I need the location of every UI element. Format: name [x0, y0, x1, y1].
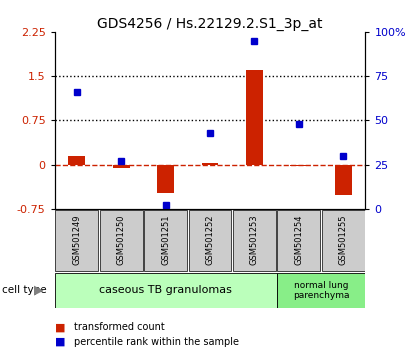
Text: GSM501250: GSM501250	[117, 215, 126, 266]
Bar	[277, 273, 365, 308]
Text: ■: ■	[55, 322, 65, 332]
Text: GSM501252: GSM501252	[205, 215, 215, 266]
Text: normal lung
parenchyma: normal lung parenchyma	[293, 281, 349, 300]
Text: percentile rank within the sample: percentile rank within the sample	[74, 337, 239, 347]
Bar	[157, 165, 174, 193]
Text: GSM501251: GSM501251	[161, 215, 170, 266]
Text: transformed count: transformed count	[74, 322, 164, 332]
Bar	[290, 165, 307, 166]
Bar	[246, 70, 263, 165]
Bar	[144, 210, 187, 271]
Bar	[68, 156, 85, 165]
Bar	[322, 210, 365, 271]
Text: ▶: ▶	[34, 284, 44, 297]
Text: ■: ■	[55, 337, 65, 347]
Bar	[113, 165, 130, 168]
Bar	[202, 164, 218, 165]
Text: GSM501254: GSM501254	[294, 215, 303, 266]
Bar	[55, 210, 98, 271]
Bar	[100, 210, 142, 271]
Bar	[233, 210, 276, 271]
Text: GSM501255: GSM501255	[339, 215, 348, 266]
Bar	[278, 210, 320, 271]
Text: cell type: cell type	[2, 285, 47, 295]
Bar	[55, 273, 277, 308]
Text: GSM501249: GSM501249	[72, 215, 81, 266]
Bar	[189, 210, 231, 271]
Title: GDS4256 / Hs.22129.2.S1_3p_at: GDS4256 / Hs.22129.2.S1_3p_at	[97, 17, 323, 31]
Text: caseous TB granulomas: caseous TB granulomas	[99, 285, 232, 295]
Text: GSM501253: GSM501253	[250, 215, 259, 266]
Bar	[335, 165, 352, 195]
